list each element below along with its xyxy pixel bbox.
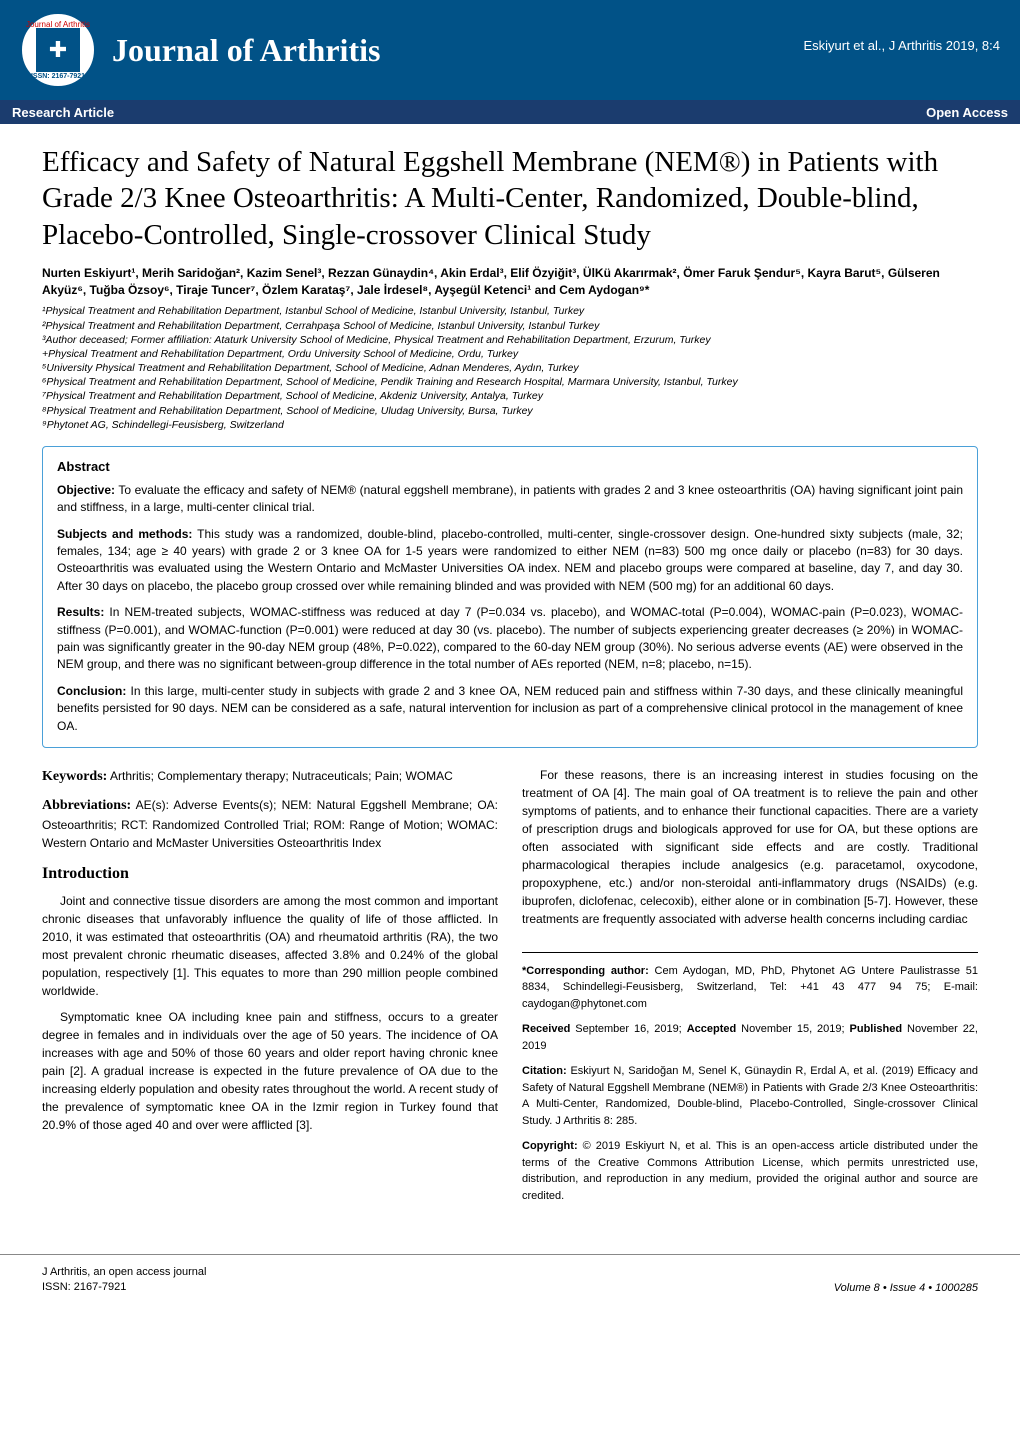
abstract-conclusion: Conclusion: In this large, multi-center … — [57, 683, 963, 735]
logo-arc-text-top: Journal of Arthritis — [26, 20, 90, 29]
journal-logo: Journal of Arthritis ✚ ISSN: 2167-7921 — [20, 12, 96, 88]
article-dates: Received September 16, 2019; Accepted No… — [522, 1021, 978, 1054]
affiliation: ⁷Physical Treatment and Rehabilitation D… — [42, 389, 978, 403]
footer-issn: ISSN: 2167-7921 — [42, 1280, 206, 1294]
page-footer: J Arthritis, an open access journal ISSN… — [0, 1254, 1020, 1314]
affiliation: +Physical Treatment and Rehabilitation D… — [42, 347, 978, 361]
journal-title: Journal of Arthritis — [112, 32, 380, 69]
affiliation: ¹Physical Treatment and Rehabilitation D… — [42, 304, 978, 318]
intro-paragraph: Joint and connective tissue disorders ar… — [42, 892, 498, 1000]
logo-issn: ISSN: 2167-7921 — [31, 73, 85, 80]
abstract-results: Results: In NEM-treated subjects, WOMAC-… — [57, 604, 963, 674]
footer-journal-name: J Arthritis, an open access journal — [42, 1265, 206, 1279]
footer-volume-issue: Volume 8 • Issue 4 • 1000285 — [834, 1282, 978, 1294]
affiliation: ⁹Phytonet AG, Schindellegi-Feusisberg, S… — [42, 418, 978, 432]
copyright-info: Copyright: © 2019 Eskiyurt N, et al. Thi… — [522, 1138, 978, 1204]
affiliation: ⁶Physical Treatment and Rehabilitation D… — [42, 375, 978, 389]
keywords-section: Keywords: Arthritis; Complementary thera… — [42, 766, 498, 787]
abstract-heading: Abstract — [57, 459, 963, 474]
intro-paragraph: Symptomatic knee OA including knee pain … — [42, 1008, 498, 1134]
article-info-box: *Corresponding author: Cem Aydogan, MD, … — [522, 952, 978, 1205]
affiliation: ⁵University Physical Treatment and Rehab… — [42, 361, 978, 375]
left-column: Keywords: Arthritis; Complementary thera… — [42, 766, 498, 1205]
article-type-ribbon: Research Article Open Access — [0, 100, 1020, 124]
authors-list: Nurten Eskiyurt¹, Merih Saridoğan², Kazi… — [42, 265, 978, 299]
article-title: Efficacy and Safety of Natural Eggshell … — [42, 144, 978, 253]
journal-header-banner: Journal of Arthritis ✚ ISSN: 2167-7921 J… — [0, 0, 1020, 100]
affiliation: ²Physical Treatment and Rehabilitation D… — [42, 319, 978, 333]
body-two-column: Keywords: Arthritis; Complementary thera… — [42, 766, 978, 1205]
affiliation: ³Author deceased; Former affiliation: At… — [42, 333, 978, 347]
article-type: Research Article — [12, 105, 114, 120]
abstract-box: Abstract Objective: To evaluate the effi… — [42, 446, 978, 748]
header-citation: Eskiyurt et al., J Arthritis 2019, 8:4 — [803, 38, 1000, 53]
intro-paragraph-right: For these reasons, there is an increasin… — [522, 766, 978, 928]
abbreviations-section: Abbreviations: AE(s): Adverse Events(s);… — [42, 795, 498, 852]
affiliations-list: ¹Physical Treatment and Rehabilitation D… — [42, 304, 978, 432]
right-column: For these reasons, there is an increasin… — [522, 766, 978, 1205]
abstract-subjects-methods: Subjects and methods: This study was a r… — [57, 526, 963, 596]
open-access-label: Open Access — [926, 105, 1008, 120]
logo-icon: ✚ — [36, 28, 80, 72]
abstract-objective: Objective: To evaluate the efficacy and … — [57, 482, 963, 517]
footer-left: J Arthritis, an open access journal ISSN… — [42, 1265, 206, 1294]
citation-info: Citation: Eskiyurt N, Saridoğan M, Senel… — [522, 1063, 978, 1129]
introduction-heading: Introduction — [42, 862, 498, 886]
affiliation: ⁸Physical Treatment and Rehabilitation D… — [42, 404, 978, 418]
corresponding-author: *Corresponding author: Cem Aydogan, MD, … — [522, 963, 978, 1013]
